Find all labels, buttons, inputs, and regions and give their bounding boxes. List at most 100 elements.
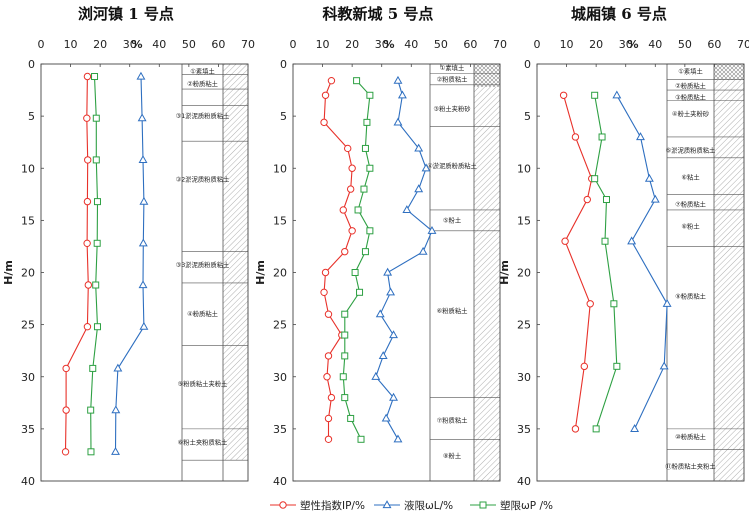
data-point [138, 280, 148, 289]
y-tick-label: 30 [517, 371, 531, 384]
strata-label: ②粉质粘土 [437, 75, 468, 84]
data-point [662, 298, 672, 307]
y-tick-label: 5 [28, 110, 35, 123]
data-point [356, 288, 364, 296]
data-point [580, 362, 589, 371]
strata-label: ⑧粉土 [681, 222, 699, 231]
data-point [414, 143, 424, 152]
x-tick-label: 50 [678, 38, 692, 51]
legend-marker [279, 501, 287, 509]
y-tick-label: 40 [517, 475, 531, 488]
y-tick-label: 40 [273, 475, 287, 488]
data-point [598, 133, 606, 141]
data-point [659, 361, 669, 370]
strata-label: ⑦粉质粘土 [675, 200, 706, 209]
data-point [138, 238, 148, 247]
strata-label: ⑨粉质粘土 [675, 291, 706, 300]
series-line [90, 76, 99, 452]
x-tick-label: 40 [152, 38, 166, 51]
data-point [363, 118, 371, 126]
data-point [84, 281, 93, 289]
data-point [644, 173, 654, 182]
data-point [320, 118, 328, 127]
x-tick-label: 50 [434, 38, 448, 51]
data-point [346, 185, 355, 193]
data-point [139, 196, 149, 205]
data-point [591, 91, 599, 99]
data-point [630, 424, 640, 432]
data-point [83, 114, 91, 122]
x-tick-label: 60 [707, 38, 721, 51]
strata-label: ③粉土夹粉砂 [433, 104, 471, 113]
x-tick-label: 0 [534, 38, 541, 51]
series-WL [371, 75, 437, 443]
data-point [393, 117, 403, 126]
data-point [389, 330, 398, 339]
y-axis-label: H/m [498, 260, 511, 285]
y-tick-label: 35 [273, 423, 287, 436]
strata-label: ①素填土 [678, 66, 703, 75]
x-tick-label: 60 [211, 38, 225, 51]
data-point [87, 406, 95, 414]
strata-label: ④粉质粘土 [187, 309, 218, 318]
data-point [93, 239, 101, 247]
strata-label: ⑤淤泥质粉质粘土 [666, 145, 716, 154]
data-point [136, 71, 146, 80]
strata-label: ③1淤泥质粉质粘土 [176, 111, 230, 120]
data-point [366, 164, 374, 172]
data-point [375, 309, 385, 318]
x-tick-label: 60 [463, 38, 477, 51]
y-tick-label: 5 [524, 110, 531, 123]
plot-frame [40, 63, 249, 482]
x-tick-label: 10 [64, 38, 78, 51]
data-point [612, 90, 622, 99]
series-WP [87, 73, 101, 456]
strata-label: ⑥粉土夹粉质粘土 [178, 437, 228, 446]
strata-label: ②粉质粘土 [187, 79, 218, 88]
data-point [83, 323, 92, 331]
data-point [83, 72, 92, 81]
data-point [357, 435, 365, 443]
data-point [87, 448, 95, 456]
legend-marker [382, 500, 392, 509]
data-point [650, 194, 660, 203]
data-point [84, 156, 92, 164]
strata-label: ⑤粉土 [443, 215, 461, 224]
data-point [636, 132, 645, 141]
strata-hatch [474, 86, 500, 481]
x-unit-label: % [627, 38, 638, 51]
y-axis-label: H/m [254, 260, 267, 285]
data-point [62, 364, 70, 373]
data-point [571, 425, 580, 433]
data-point [421, 163, 431, 172]
data-point [393, 75, 403, 84]
y-tick-label: 40 [21, 475, 35, 488]
data-point [344, 144, 352, 153]
strata-label: ⑪粉质粘土夹粉土 [665, 461, 715, 470]
series-IP [61, 72, 93, 456]
data-point [586, 300, 594, 308]
strata-label: ①素填土 [440, 63, 465, 72]
data-point [324, 435, 333, 443]
y-tick-label: 0 [280, 58, 287, 71]
series-line [375, 80, 433, 440]
y-tick-label: 25 [273, 319, 287, 332]
x-tick-label: 0 [38, 38, 45, 51]
data-point [138, 155, 148, 164]
data-point [627, 236, 637, 245]
y-tick-label: 20 [517, 267, 531, 280]
strata-label: ④淤泥质粉质粘土 [427, 161, 477, 170]
data-point [324, 352, 333, 360]
data-point [341, 331, 349, 339]
data-point [360, 185, 368, 193]
x-tick-label: 20 [589, 38, 603, 51]
data-point [378, 351, 388, 359]
data-point [92, 281, 100, 289]
series-line [342, 80, 371, 440]
x-tick-label: 70 [493, 38, 507, 51]
x-tick-label: 30 [619, 38, 633, 51]
y-tick-label: 25 [21, 319, 35, 332]
strata-label: ⑩粉质粘土 [675, 432, 706, 441]
x-tick-label: 30 [123, 38, 137, 51]
data-point [601, 237, 609, 245]
